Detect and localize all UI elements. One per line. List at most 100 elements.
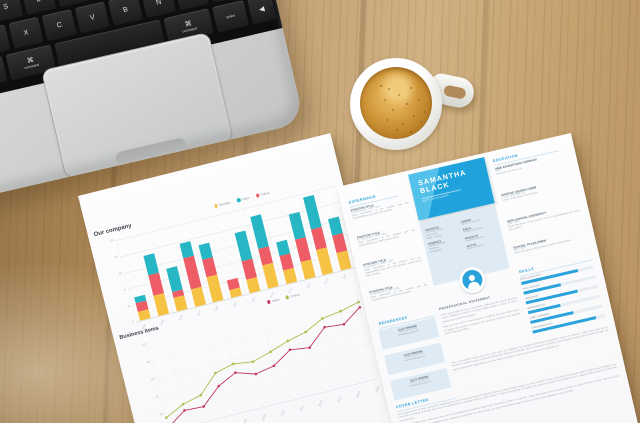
- resume-page: EXPERIENCE POSITION TITLE for company ltd…: [337, 133, 640, 423]
- bar-xlabel: 2006: [178, 314, 184, 322]
- line-point-sales: [358, 306, 362, 309]
- experience-entry: POSITION TITLE for company ltd · 2006 - 2…: [369, 277, 428, 302]
- legend-dot: [214, 203, 219, 208]
- line-gridline-h: [165, 361, 373, 414]
- key-glyph: ◀: [258, 5, 266, 14]
- line-point-orders: [251, 360, 255, 364]
- bar-stack: [227, 278, 243, 298]
- bar-segment-sales: [303, 195, 323, 230]
- line-xtick: 2009: [261, 413, 268, 421]
- line-point-sales: [234, 371, 237, 374]
- line-point-sales: [272, 364, 276, 368]
- line-point-sales: [342, 322, 346, 326]
- line-ytick: 60: [151, 377, 156, 382]
- education-entry: HIGH SCHOOL UNIVERSITY 2008 - 2012 Short d…: [507, 203, 582, 232]
- experience-entry: POSITION TITLE for company ltd · 2008 - 2…: [363, 250, 423, 278]
- legend-label: Sales: [271, 297, 280, 304]
- bar-segment-orders: [148, 272, 164, 296]
- line-gridline-v: [242, 321, 265, 408]
- bar-segment-sales: [143, 253, 159, 276]
- line-point-orders: [181, 402, 185, 406]
- line-xtick: 2013: [336, 395, 343, 403]
- bar-segment-receipts: [316, 247, 334, 276]
- line-xtick: 2008: [242, 418, 249, 423]
- key-glyph: V: [89, 13, 96, 22]
- line-chart-svg: 0204060801002004200520062007200820092010…: [140, 291, 381, 423]
- legend-label: Receipts: [218, 200, 231, 208]
- education-entry: GRAPHIC DESIGN CREW London Art College, U…: [501, 177, 575, 203]
- bar-segment-receipts: [336, 250, 352, 271]
- line-gridline-h: [156, 326, 365, 379]
- bar-legend-item: Orders: [255, 190, 270, 198]
- bar-segment-sales: [165, 266, 183, 293]
- key-glyph: N: [155, 0, 162, 7]
- line-gridline-v: [280, 312, 303, 398]
- key-word: command: [181, 25, 198, 34]
- bar-segment-orders: [294, 237, 311, 263]
- legend-dot: [285, 295, 290, 300]
- bar-ytick: 0: [132, 320, 135, 324]
- bar-ytick: 100: [109, 239, 115, 244]
- line-point-orders: [199, 393, 203, 397]
- bar-segment-receipts: [246, 276, 261, 294]
- line-gridline-v: [185, 335, 208, 422]
- bar-segment-receipts: [282, 267, 297, 285]
- key-glyph: C: [55, 21, 63, 30]
- line-point-orders: [231, 362, 235, 366]
- bar-stack: [134, 294, 151, 321]
- line-gridline-v: [299, 307, 322, 394]
- line-point-sales: [323, 325, 326, 329]
- line-ytick: 100: [141, 342, 147, 347]
- line-xtick: 2010: [280, 409, 287, 417]
- bar-xlabel: 2008: [214, 305, 220, 313]
- bar-segment-receipts: [206, 274, 224, 303]
- line-point-orders: [214, 371, 217, 375]
- line-gridline-v: [147, 345, 170, 423]
- key-glyph: D: [36, 0, 43, 3]
- bar-xlabel: 2010: [251, 296, 257, 304]
- line-ytick: 20: [160, 412, 165, 417]
- contact-column-right: PHONE 0030 123 456 789 EMAIL info@example.c…: [460, 211, 505, 273]
- experience-entry: POSITION TITLE for company ltd · 2010 - 2…: [356, 223, 415, 248]
- bar-xlabel: 2009: [232, 301, 238, 308]
- line-point-sales: [202, 405, 205, 408]
- bar-xlabel: 2013: [306, 282, 312, 290]
- line-gridline-v: [166, 340, 189, 423]
- line-point-sales: [308, 346, 311, 349]
- bar-segment-receipts: [137, 309, 151, 321]
- line-gridline-h: [147, 291, 356, 344]
- legend-dot: [266, 300, 271, 304]
- line-gridline-v: [318, 302, 341, 389]
- line-point-orders: [286, 339, 290, 343]
- line-point-orders: [304, 330, 307, 334]
- line-xtick: 2015: [374, 385, 381, 393]
- line-ytick: 40: [155, 394, 160, 399]
- line-gridline-h: [169, 378, 378, 423]
- line-gridline-v: [337, 298, 359, 384]
- bar-segment-receipts: [190, 286, 206, 308]
- bar-legend-item: Sales: [236, 195, 250, 203]
- line-series-sales: [168, 307, 361, 423]
- line-point-sales: [217, 384, 220, 388]
- espresso-cup: [350, 58, 442, 150]
- chart-printout: Our company Receipts Sales Orders 0 20 40 60 8…: [78, 133, 435, 423]
- legend-dot: [236, 198, 241, 203]
- line-point-orders: [339, 309, 342, 313]
- bar-segment-orders: [311, 226, 328, 250]
- legend-label: Orders: [259, 190, 270, 197]
- bar-ytick: 40: [122, 287, 127, 292]
- line-chart: 0204060801002004200520062007200820092010…: [140, 286, 388, 423]
- bar-segment-receipts: [300, 259, 316, 280]
- bar-segment-receipts: [173, 295, 188, 312]
- line-point-orders: [357, 300, 360, 304]
- statement-wide-paragraph: Sed ut perspiciatis unde omnis iste natu…: [451, 325, 609, 372]
- bar-xlabel: 2007: [196, 310, 202, 317]
- key-glyph: X: [23, 28, 30, 37]
- legend-label: Sales: [241, 195, 250, 202]
- bar-stack: [165, 266, 188, 312]
- line-ytick: 80: [146, 359, 151, 364]
- legend-label: Orders: [290, 292, 300, 299]
- bar-xlabel: 2015: [342, 273, 348, 281]
- line-point-orders: [269, 350, 272, 354]
